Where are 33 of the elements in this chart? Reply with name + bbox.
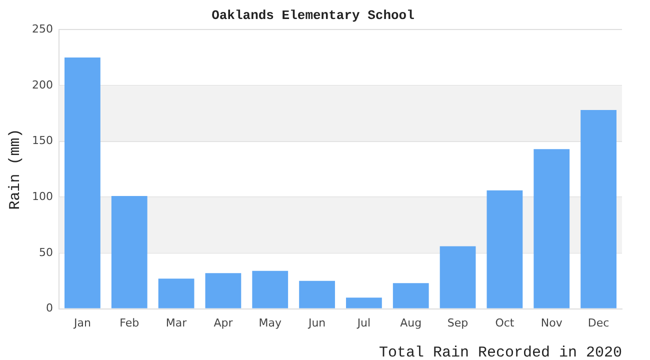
x-axis-title: Total Rain Recorded in 2020 [378,344,622,360]
y-tick-label: 100 [32,190,53,203]
bar [299,280,335,308]
bar [111,196,148,308]
x-tick-label: Nov [540,316,563,330]
bar [64,58,100,308]
x-tick-label: Jun [307,316,326,330]
bar [392,283,429,308]
x-tick-label: Feb [120,316,140,330]
x-tick-label: Jan [72,316,91,330]
chart-title: Oaklands Elementary School [212,8,415,24]
x-tick-label: Dec [588,316,610,330]
x-tick-label: May [258,316,282,330]
y-axis-title: Rain (mm) [6,128,24,210]
bar [580,110,616,308]
bar [252,270,288,308]
bar [158,278,194,308]
bar [534,149,570,308]
bar [205,273,242,308]
x-tick-label: Mar [166,316,188,330]
y-tick-label: 0 [46,302,53,315]
x-tick-label: Jul [356,316,371,330]
y-tick-label: 200 [32,78,53,92]
bar [486,190,523,308]
x-tick-label: Sep [447,316,468,330]
y-tick-label: 250 [32,22,53,36]
y-tick-label: 50 [38,246,53,259]
x-tick-label: Apr [214,316,234,330]
x-tick-label: Aug [400,316,422,330]
x-tick-label: Oct [495,316,515,330]
bar [346,298,382,308]
bar [440,246,476,308]
y-tick-label: 150 [32,134,53,148]
